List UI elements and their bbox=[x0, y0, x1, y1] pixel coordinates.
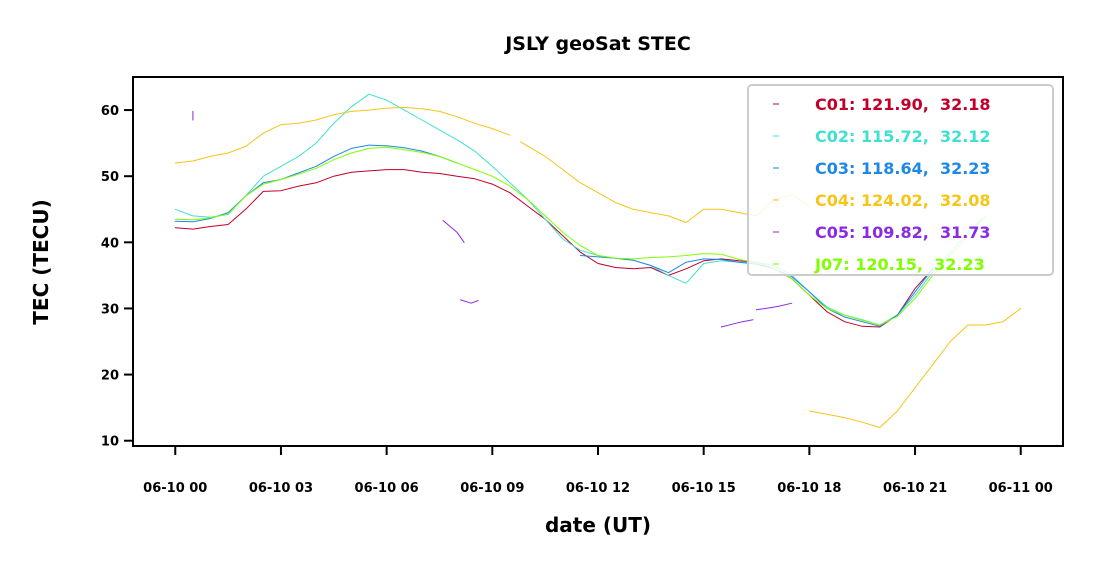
series-line-c03-segment-0 bbox=[174, 144, 458, 223]
x-tick-label-1: 06-10 03 bbox=[249, 481, 313, 496]
x-tick-label-8: 06-11 00 bbox=[989, 481, 1053, 496]
x-tick-label-7: 06-10 21 bbox=[883, 481, 947, 496]
x-axis: 06-10 00 06-10 03 06-10 06 06-10 09 06-10 12… bbox=[143, 446, 1053, 496]
legend-entry-c04: C04: 124.02, 32.08 bbox=[815, 191, 991, 210]
y-tick-label-0: 10 bbox=[101, 435, 119, 450]
x-tick-label-2: 06-10 06 bbox=[355, 481, 419, 496]
legend-entry-j07: J07: 120.15, 32.23 bbox=[814, 255, 985, 274]
legend-box bbox=[747, 84, 1054, 276]
y-tick-label-1: 20 bbox=[101, 369, 119, 384]
x-tick-label-4: 06-10 12 bbox=[566, 481, 630, 496]
x-tick-label-3: 06-10 09 bbox=[460, 481, 524, 496]
y-tick-label-3: 40 bbox=[101, 236, 119, 251]
legend-entry-c05: C05: 109.82, 31.73 bbox=[815, 223, 991, 242]
legend: C01: 121.90, 32.18 C02: 115.72, 32.12 C03:… bbox=[747, 84, 1054, 276]
plot-area bbox=[174, 93, 1022, 428]
x-tick-label-0: 06-10 00 bbox=[143, 481, 207, 496]
x-tick-label-6: 06-10 18 bbox=[777, 481, 841, 496]
y-axis: 10 20 30 40 50 60 bbox=[101, 104, 133, 450]
series-line-c05-segment-3 bbox=[720, 319, 754, 328]
legend-entry-c03: C03: 118.64, 32.23 bbox=[815, 159, 991, 178]
y-axis-label: TEC (TECU) bbox=[29, 199, 53, 324]
legend-entry-c01: C01: 121.90, 32.18 bbox=[815, 95, 991, 114]
x-tick-label-5: 06-10 15 bbox=[672, 481, 736, 496]
y-tick-label-4: 50 bbox=[101, 170, 119, 185]
x-axis-label: date (UT) bbox=[545, 513, 651, 537]
series-line-j07-segment-0 bbox=[174, 146, 986, 326]
series-line-c05-segment-2 bbox=[460, 299, 479, 304]
series-line-c05-segment-4 bbox=[756, 302, 793, 311]
y-tick-label-2: 30 bbox=[101, 302, 119, 317]
chart-title: JSLY geoSat STEC bbox=[503, 33, 691, 55]
series-line-c05-segment-1 bbox=[442, 220, 465, 243]
series-line-c04-segment-0 bbox=[174, 106, 511, 164]
series-line-c04-segment-2 bbox=[808, 308, 1022, 428]
legend-entry-c02: C02: 115.72, 32.12 bbox=[815, 127, 991, 146]
y-tick-label-5: 60 bbox=[101, 104, 119, 119]
